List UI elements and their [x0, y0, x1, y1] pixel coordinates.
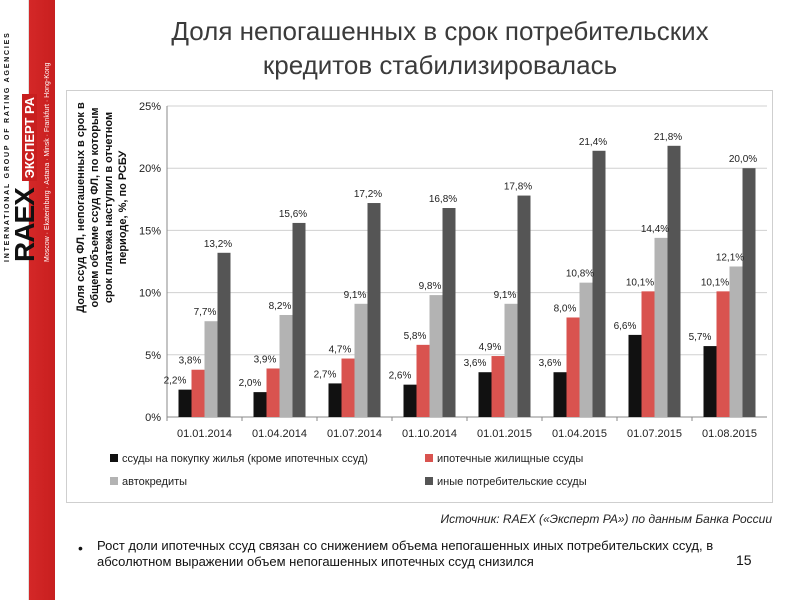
- bar-0: [178, 389, 192, 417]
- x-tick-label: 01.04.2015: [552, 428, 607, 440]
- bar-3: [292, 222, 306, 417]
- data-label: 21,8%: [654, 132, 682, 143]
- data-label: 5,7%: [689, 332, 712, 343]
- bar-0: [328, 383, 342, 417]
- data-label: 3,9%: [254, 354, 277, 365]
- y-tick-label: 10%: [139, 288, 161, 300]
- data-label: 10,1%: [701, 277, 729, 288]
- y-tick-label: 25%: [139, 101, 161, 113]
- x-tick-label: 01.07.2015: [627, 428, 682, 440]
- data-label: 9,1%: [494, 290, 517, 301]
- bar-1: [491, 356, 505, 417]
- bar-0: [403, 384, 417, 417]
- bar-3: [217, 252, 231, 417]
- data-label: 2,0%: [239, 378, 262, 389]
- bar-2: [429, 295, 443, 417]
- bullet-text: Рост доли ипотечных ссуд связан со сниже…: [97, 538, 714, 569]
- data-label: 6,6%: [614, 321, 637, 332]
- data-label: 2,7%: [314, 369, 337, 380]
- bar-3: [367, 203, 381, 417]
- bar-2: [729, 266, 743, 417]
- x-tick-label: 01.04.2014: [252, 428, 307, 440]
- data-label: 12,1%: [716, 252, 744, 263]
- data-label: 4,9%: [479, 342, 502, 353]
- legend-swatch: [425, 477, 433, 485]
- bar-0: [553, 372, 567, 417]
- data-label: 13,2%: [204, 239, 232, 250]
- y-tick-label: 20%: [139, 163, 161, 175]
- bar-0: [628, 334, 642, 417]
- data-label: 3,8%: [179, 356, 202, 367]
- legend-swatch: [110, 454, 118, 462]
- legend-label: автокредиты: [122, 476, 187, 488]
- x-tick-label: 01.07.2014: [327, 428, 382, 440]
- data-label: 8,2%: [269, 301, 292, 312]
- bar-1: [641, 291, 655, 417]
- data-label: 2,2%: [164, 376, 187, 387]
- bullet-marker: •: [78, 540, 83, 556]
- bar-3: [442, 208, 456, 417]
- data-label: 14,4%: [641, 224, 669, 235]
- data-label: 9,1%: [344, 290, 367, 301]
- sidebar: INTERNATIONAL GROUP OF RATING AGENCIES R…: [0, 0, 55, 600]
- bar-3: [517, 195, 531, 417]
- bar-2: [204, 321, 218, 417]
- legend-swatch: [425, 454, 433, 462]
- bar-1: [566, 317, 580, 417]
- x-tick-label: 01.01.2015: [477, 428, 532, 440]
- y-tick-label: 0%: [145, 412, 161, 424]
- data-label: 7,7%: [194, 307, 217, 318]
- x-tick-label: 01.01.2014: [177, 428, 232, 440]
- page-title: Доля непогашенных в срок потребительских…: [95, 14, 785, 82]
- data-label: 20,0%: [729, 154, 757, 165]
- data-label: 5,8%: [404, 331, 427, 342]
- bar-3: [742, 168, 756, 417]
- legend-label: ипотечные жилищные ссуды: [437, 453, 583, 465]
- data-label: 16,8%: [429, 194, 457, 205]
- data-label: 17,8%: [504, 182, 532, 193]
- title-line-1: Доля непогашенных в срок потребительских: [171, 16, 709, 46]
- data-label: 9,8%: [419, 281, 442, 292]
- legend-swatch: [110, 477, 118, 485]
- bar-2: [279, 314, 293, 417]
- data-label: 10,1%: [626, 277, 654, 288]
- y-tick-label: 5%: [145, 350, 161, 362]
- bar-2: [504, 303, 518, 417]
- bar-3: [667, 145, 681, 418]
- bar-1: [341, 358, 355, 417]
- data-label: 8,0%: [554, 303, 577, 314]
- data-label: 17,2%: [354, 189, 382, 200]
- legend-label: иные потребительские ссуды: [437, 476, 587, 488]
- data-label: 3,6%: [539, 358, 562, 369]
- bar-2: [654, 237, 668, 417]
- data-label: 10,8%: [566, 269, 594, 280]
- x-tick-label: 01.08.2015: [702, 428, 757, 440]
- bar-1: [191, 369, 205, 417]
- data-label: 3,6%: [464, 358, 487, 369]
- y-tick-label: 15%: [139, 225, 161, 237]
- bar-0: [253, 392, 267, 417]
- bar-0: [703, 346, 717, 417]
- x-tick-label: 01.10.2014: [402, 428, 457, 440]
- data-label: 15,6%: [279, 209, 307, 220]
- bar-2: [354, 303, 368, 417]
- bar-3: [592, 150, 606, 417]
- bar-1: [416, 344, 430, 417]
- bar-1: [716, 291, 730, 417]
- legend-label: ссуды на покупку жилья (кроме ипотечных …: [122, 453, 368, 465]
- page-number: 15: [736, 552, 752, 568]
- source-note: Источник: RAEX («Эксперт РА») по данным …: [440, 512, 772, 526]
- data-label: 21,4%: [579, 137, 607, 148]
- bar-0: [478, 372, 492, 417]
- data-label: 4,7%: [329, 345, 352, 356]
- data-label: 2,6%: [389, 371, 412, 382]
- title-line-2: кредитов стабилизировалась: [262, 50, 618, 80]
- bar-1: [266, 368, 280, 417]
- bar-2: [579, 282, 593, 417]
